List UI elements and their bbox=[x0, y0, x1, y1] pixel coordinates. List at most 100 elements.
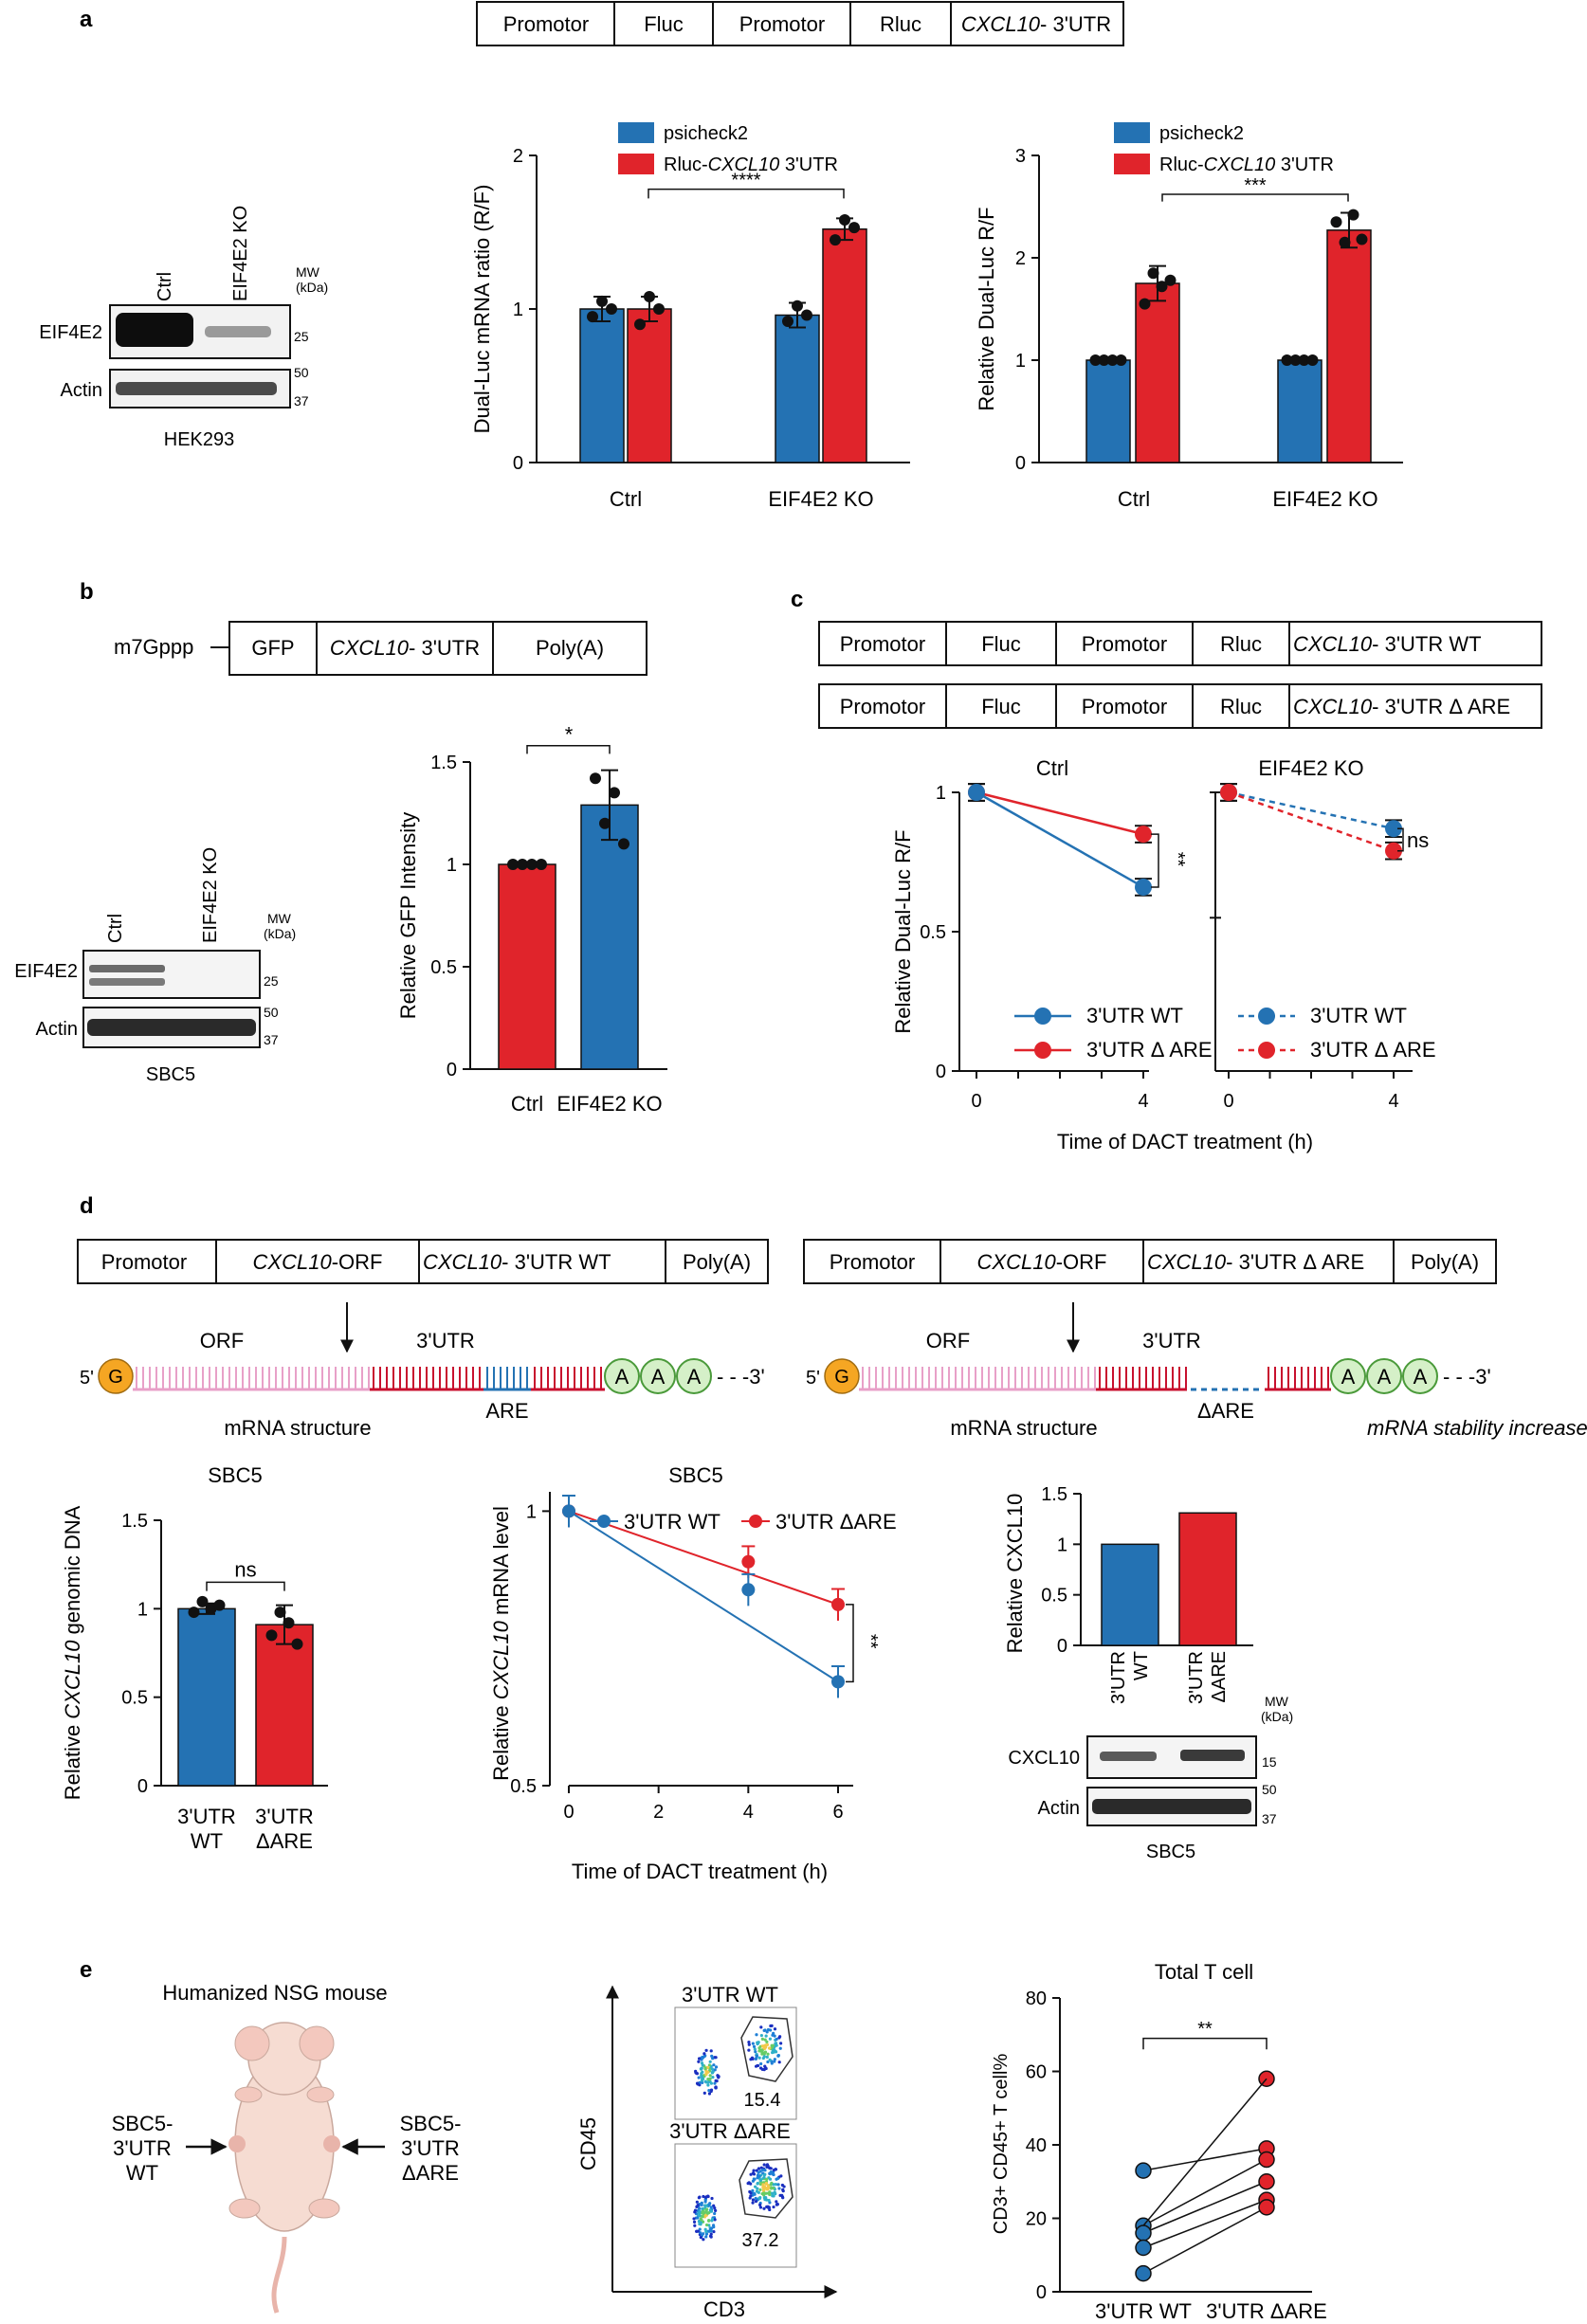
d1-ytick-label: 0 bbox=[137, 1776, 148, 1797]
flow-dot bbox=[709, 2209, 714, 2213]
b-point bbox=[507, 859, 519, 870]
panel-b-label: b bbox=[80, 579, 94, 605]
a2-point bbox=[1289, 354, 1302, 366]
c-ko-wt-line bbox=[1228, 790, 1395, 830]
d2-xtick-label: 2 bbox=[653, 1802, 664, 1823]
flow-dot bbox=[698, 2195, 702, 2199]
construct-b-gfp: GFP bbox=[251, 636, 294, 660]
d2-legend-marker bbox=[749, 1515, 762, 1528]
mrna-cap bbox=[98, 1358, 134, 1394]
mrna-orf-label: ORF bbox=[926, 1329, 970, 1353]
flow-dot bbox=[747, 2041, 751, 2044]
legend-a2-blue bbox=[1114, 122, 1150, 143]
a1-sig-bracket bbox=[648, 188, 845, 199]
flow-dot bbox=[703, 2066, 707, 2070]
mouse-right-2: 3'UTR bbox=[401, 2136, 460, 2160]
c-ctrl-dare-point bbox=[1135, 826, 1152, 844]
mrna-polya-circle bbox=[604, 1358, 640, 1394]
a2-bar-1-1 bbox=[1326, 229, 1372, 463]
mouse-paw3 bbox=[228, 2198, 261, 2219]
construct-b-polya: Poly(A) bbox=[536, 636, 604, 660]
a1-bar-1-1 bbox=[822, 228, 867, 463]
flow-dot bbox=[764, 2191, 768, 2195]
mrna-polya-label: A bbox=[1341, 1365, 1356, 1389]
legend-a2-rluc: Rluc-CXCL10 3'UTR bbox=[1159, 154, 1334, 175]
c-legend-label: 3'UTR WT bbox=[1086, 1004, 1183, 1027]
e-point-dare bbox=[1258, 2199, 1275, 2216]
flow-dot bbox=[696, 2229, 701, 2233]
b-ytick-label: 1.5 bbox=[430, 753, 457, 773]
flow-dot bbox=[768, 2058, 772, 2061]
flow-dot bbox=[768, 2046, 772, 2050]
d1-ylabel-post: genomic DNA bbox=[61, 1505, 84, 1640]
mouse-ear-right bbox=[299, 2025, 335, 2061]
flow-dot bbox=[762, 2175, 766, 2180]
flow-dot bbox=[704, 2071, 708, 2075]
flow-dot bbox=[748, 2196, 752, 2200]
blot-d-band-dare bbox=[1180, 1750, 1245, 1761]
flow-dot bbox=[770, 2045, 775, 2049]
flow-dot bbox=[775, 2202, 779, 2206]
panel-e: e Humanized NSG mouse SBC5- 3'UTR WT SBC… bbox=[80, 1957, 1327, 2323]
blot-a: Ctrl EIF4E2 KO MW (kDa) EIF4E2 Actin 25 … bbox=[39, 206, 328, 450]
a1-point bbox=[792, 300, 803, 312]
a2-point bbox=[1139, 298, 1151, 310]
a2-bar-1-0 bbox=[1135, 282, 1180, 463]
e-pair-line bbox=[1142, 2181, 1268, 2234]
blot-b-kda: (kDa) bbox=[264, 926, 296, 941]
e-point-wt bbox=[1135, 2162, 1152, 2179]
mrna-note: mRNA stability increases bbox=[1367, 1416, 1587, 1440]
flow-dot bbox=[765, 2187, 769, 2191]
d3-xtick-label: ΔARE bbox=[1209, 1651, 1230, 1702]
panel-a-label: a bbox=[80, 7, 93, 32]
c-ylabel: Relative Dual-Luc R/F bbox=[891, 829, 915, 1033]
flow-dot bbox=[701, 2077, 705, 2080]
flow-dot bbox=[760, 2037, 764, 2041]
flow-dot bbox=[768, 2207, 772, 2212]
flow-dot bbox=[747, 2048, 751, 2052]
d2-ylabel-pre: Relative bbox=[489, 1699, 513, 1781]
flow-dot bbox=[775, 2043, 778, 2047]
d2-ytick-label: 1 bbox=[526, 1501, 537, 1522]
c-xtick-label: 4 bbox=[1388, 1091, 1398, 1112]
b-ytick-label: 0.5 bbox=[430, 957, 457, 978]
blot-d-kda: (kDa) bbox=[1261, 1709, 1293, 1724]
panel-c-label: c bbox=[791, 587, 803, 612]
flow-gate-dare bbox=[739, 2158, 794, 2219]
chart-a-mrna: 0 1 2 Dual-Luc mRNA ratio (R/F) Ctrl EIF4E2 K… bbox=[470, 146, 910, 511]
mouse-left-3: WT bbox=[126, 2161, 158, 2185]
flow-dot bbox=[762, 2028, 766, 2032]
flow-dot bbox=[698, 2222, 702, 2226]
flow-dot bbox=[757, 2056, 761, 2060]
d2-legend-marker bbox=[597, 1515, 611, 1528]
d1-point bbox=[265, 1629, 278, 1642]
flow-dots-dare bbox=[692, 2163, 786, 2242]
construct-c1-fluc: Fluc bbox=[981, 632, 1021, 656]
d1-xtick-label: 3'UTR bbox=[255, 1805, 314, 1828]
a2-sig-bracket bbox=[1161, 193, 1349, 202]
construct-a-rluc: Rluc bbox=[880, 12, 921, 36]
flow-dot bbox=[762, 2196, 767, 2200]
flow-dot bbox=[697, 2057, 702, 2061]
flow-dot bbox=[701, 2215, 704, 2219]
chart-c-line: 0 0.5 1 Relative Dual-Luc R/F 0 4 Ctrl 0 4 EIF4E2… bbox=[891, 756, 1436, 1153]
flow-dot bbox=[780, 2183, 785, 2188]
flow-dot bbox=[698, 2227, 702, 2231]
blot-d-band-actin bbox=[1092, 1799, 1251, 1814]
flow-dot bbox=[700, 2074, 703, 2078]
flow-dot bbox=[712, 2063, 716, 2067]
flow-dot bbox=[707, 2089, 711, 2093]
flow-dot bbox=[778, 2193, 782, 2197]
chart-d-dna: SBC5 0 0.5 1 1.5 Relative CXCL10 genomic DNA 3… bbox=[61, 1463, 328, 1853]
flow-dot bbox=[693, 2210, 697, 2214]
a1-point bbox=[653, 303, 665, 315]
a2-point bbox=[1098, 354, 1110, 366]
panel-d: d Promotor CXCL10-ORF CXCL10- 3'UTR WT P… bbox=[61, 1193, 1587, 1883]
d2-ylabel: Relative CXCL10 mRNA level bbox=[489, 1506, 513, 1781]
a2-ytick-label: 2 bbox=[1015, 248, 1026, 269]
flow-dot bbox=[756, 2173, 760, 2177]
d1-sig-label: ns bbox=[234, 1558, 256, 1582]
flow-dot bbox=[704, 2232, 709, 2236]
mrna-polya-circle bbox=[1402, 1358, 1438, 1394]
flow-dot bbox=[710, 2217, 715, 2222]
